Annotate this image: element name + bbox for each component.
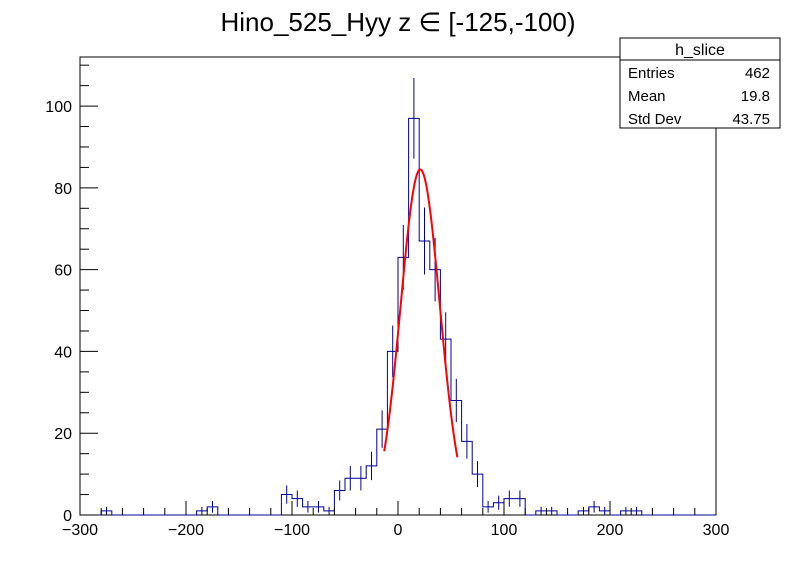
stats-box: h_slice Entries 462 Mean 19.8 Std Dev 43… xyxy=(619,37,781,129)
x-tick-label-5: 200 xyxy=(597,522,624,539)
x-tick-label-2: −100 xyxy=(274,522,310,539)
histogram-outline xyxy=(80,117,716,516)
chart-title: Hino_525_Hyy z ∈ [-125,-100) xyxy=(220,7,575,37)
x-tick-label-0: −300 xyxy=(62,522,98,539)
y-tick-label-2: 40 xyxy=(54,344,72,361)
y-tick-label-3: 60 xyxy=(54,263,72,280)
y-tick-label-4: 80 xyxy=(54,181,72,198)
stats-mean-value: 19.8 xyxy=(741,88,770,105)
stats-stddev-label: Std Dev xyxy=(628,111,682,128)
x-tick-label-1: −200 xyxy=(168,522,204,539)
stats-entries-value: 462 xyxy=(745,65,770,82)
gaussian-fit xyxy=(383,168,459,458)
stats-mean-label: Mean xyxy=(628,88,666,105)
fit-curve xyxy=(383,168,459,458)
stats-box-title: h_slice xyxy=(675,42,725,59)
x-tick-label-3: 0 xyxy=(394,522,403,539)
axes: −300 −200 −100 0 100 200 300 0 20 40 60 80 100 xyxy=(45,64,730,539)
stats-box-frame xyxy=(619,37,781,129)
y-tick-label-1: 20 xyxy=(54,426,72,443)
y-tick-label-0: 0 xyxy=(63,508,72,525)
y-tick-label-5: 100 xyxy=(45,99,72,116)
x-tick-label-4: 100 xyxy=(491,522,518,539)
x-tick-label-6: 300 xyxy=(703,522,730,539)
histogram-bins xyxy=(80,78,716,516)
stats-entries-label: Entries xyxy=(628,65,675,82)
stats-stddev-value: 43.75 xyxy=(732,111,770,128)
